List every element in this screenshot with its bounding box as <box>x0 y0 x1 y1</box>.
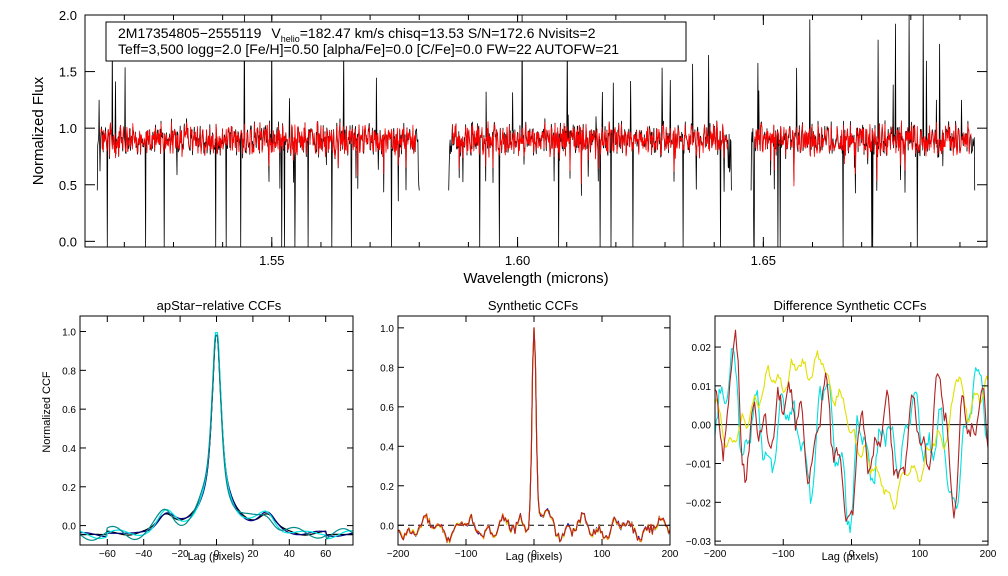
apstar-xtick-label: −60 <box>99 549 116 560</box>
synthetic-ccf-line-4 <box>397 327 671 543</box>
synthetic-ccf-frame <box>397 315 671 546</box>
difference-ccf-line-2 <box>714 350 989 510</box>
apstar-ccf-line-1 <box>79 334 354 536</box>
difference-ccf-title: Difference Synthetic CCFs <box>774 298 927 313</box>
apstar-ccf-ylabel: Normalized CCF <box>41 371 53 453</box>
apstar-ytick-label: 0.8 <box>62 366 76 377</box>
synthetic-ccf-line-1 <box>397 327 671 544</box>
difference-xtick-label: 0 <box>849 549 855 560</box>
synthetic-xtick-label: 0 <box>531 549 537 560</box>
spectrum-xtick-label: 1.55 <box>259 253 284 268</box>
spectrum-axes: 1.55 1.60 1.65 0.0 0.5 1.0 1.5 2.0 <box>59 8 987 268</box>
apstar-xtick-label: 40 <box>284 549 296 560</box>
apstar-ccf-xlabel: Lag (pixels) <box>188 551 245 563</box>
apstar-xtick-label: −40 <box>135 549 152 560</box>
difference-ytick-label: 0.02 <box>692 343 712 354</box>
spectrum-model-chip-1 <box>100 121 416 176</box>
synthetic-ccf-line-2 <box>398 327 671 544</box>
apstar-ytick-label: 0.0 <box>62 522 76 533</box>
synthetic-xtick-label: 100 <box>594 549 611 560</box>
spectrum-clip-group <box>96 15 976 247</box>
apstar-ytick-label: 0.4 <box>62 444 76 455</box>
spectrum-model-chip-2 <box>452 121 729 184</box>
info-vhelio-rest: =182.47 km/s chisq=13.53 S/N=172.6 Nvisi… <box>300 25 596 41</box>
synthetic-ytick-label: 1.0 <box>380 324 394 335</box>
apstar-ccf-line-2 <box>79 334 354 538</box>
difference-ytick-label: −0.01 <box>686 459 712 470</box>
synthetic-ccf-lines <box>397 327 671 544</box>
apstar-ytick-label: 0.6 <box>62 405 76 416</box>
apstar-ccf-lines <box>79 331 354 541</box>
spectrum-ytick-label: 1.0 <box>59 121 77 136</box>
spectrum-xtick-label: 1.65 <box>751 253 776 268</box>
difference-ccf-panel: Difference Synthetic CCFs −200 −100 0 100 20… <box>686 298 997 563</box>
difference-xtick-label: 200 <box>980 549 997 560</box>
info-vhelio-sub: helio <box>281 34 300 44</box>
synthetic-xtick-label: 200 <box>662 549 679 560</box>
apstar-ccf-line-3 <box>79 331 354 540</box>
difference-ccf-xlabel: Lag (pixels) <box>822 551 879 563</box>
synthetic-ytick-label: 0.2 <box>380 482 394 493</box>
synthetic-ccf-axes: −200 −100 0 100 200 0.0 0.2 0.4 0.6 0.8 1.0 <box>380 316 679 560</box>
difference-xtick-label: −100 <box>772 549 795 560</box>
spectrum-panel: 1.55 1.60 1.65 0.0 0.5 1.0 1.5 2.0 Wavelength (… <box>30 8 988 287</box>
synthetic-ytick-label: 0.8 <box>380 363 394 374</box>
difference-xtick-label: 100 <box>911 549 928 560</box>
difference-ytick-label: −0.03 <box>686 537 712 548</box>
info-vhelio-label: V <box>271 25 281 41</box>
synthetic-ytick-label: 0.6 <box>380 403 394 414</box>
apstar-xtick-label: −20 <box>172 549 189 560</box>
spectrum-model-chip-3 <box>754 120 972 187</box>
spectrum-ytick-label: 0.0 <box>59 234 77 249</box>
synthetic-ccf-xlabel: Lag (pixels) <box>506 551 563 563</box>
spectrum-frame <box>84 14 988 248</box>
apstar-ytick-label: 0.2 <box>62 483 76 494</box>
synthetic-xtick-label: −100 <box>455 549 478 560</box>
apstar-xtick-label: 60 <box>320 549 332 560</box>
difference-ytick-label: 0.01 <box>692 382 712 393</box>
difference-ccf-lines <box>714 329 989 534</box>
synthetic-ytick-label: 0.4 <box>380 442 394 453</box>
spectrum-ytick-label: 2.0 <box>59 8 77 23</box>
apstar-xtick-label: 20 <box>247 549 259 560</box>
apstar-ccf-title: apStar−relative CCFs <box>157 298 282 313</box>
info-line-1: 2M17354805−2555119 Vhelio=182.47 km/s chi… <box>118 25 596 44</box>
info-star-id: 2M17354805−2555119 <box>118 25 262 41</box>
apstar-ccf-axes: −60 −40 −20 0 20 40 60 0.0 0.2 0.4 0.6 0.8 1.0 <box>62 316 353 560</box>
synthetic-ytick-label: 0.0 <box>380 521 394 532</box>
apstar-ccf-frame <box>79 315 354 546</box>
synthetic-ccf-panel: Synthetic CCFs −200 −100 0 100 200 0.0 0.2 0.4 0… <box>380 298 679 563</box>
difference-ccf-line-3 <box>714 329 989 522</box>
apstar-ytick-label: 1.0 <box>62 328 76 339</box>
spectrum-xlabel: Wavelength (microns) <box>463 270 608 287</box>
spectrum-ytick-label: 1.5 <box>59 65 77 80</box>
apstar-xtick-label: 0 <box>214 549 220 560</box>
apstar-ccf-panel: apStar−relative CCFs −60 −40 −20 0 20 40 60 0.0… <box>41 298 354 563</box>
spectrum-xtick-label: 1.60 <box>505 253 530 268</box>
info-box: 2M17354805−2555119 Vhelio=182.47 km/s chi… <box>105 21 687 62</box>
apstar-ccf-line-4 <box>79 334 354 541</box>
difference-ccf-axes: −200 −100 0 100 200 0.02 0.01 0.00 −0.01 −0.02 −0.… <box>686 316 997 560</box>
synthetic-ccf-line-3 <box>397 327 671 543</box>
difference-ytick-label: 0.00 <box>692 421 712 432</box>
info-line-2: Teff=3,500 logg=2.0 [Fe/H]=0.50 [alpha/F… <box>118 41 619 57</box>
spectrum-lines <box>96 15 976 247</box>
spectrum-ylabel: Normalized Flux <box>30 76 47 185</box>
synthetic-xtick-label: −200 <box>387 549 410 560</box>
difference-ytick-label: −0.02 <box>686 498 712 509</box>
difference-xtick-label: −200 <box>704 549 727 560</box>
spectrum-ytick-label: 0.5 <box>59 178 77 193</box>
synthetic-ccf-title: Synthetic CCFs <box>488 298 579 313</box>
